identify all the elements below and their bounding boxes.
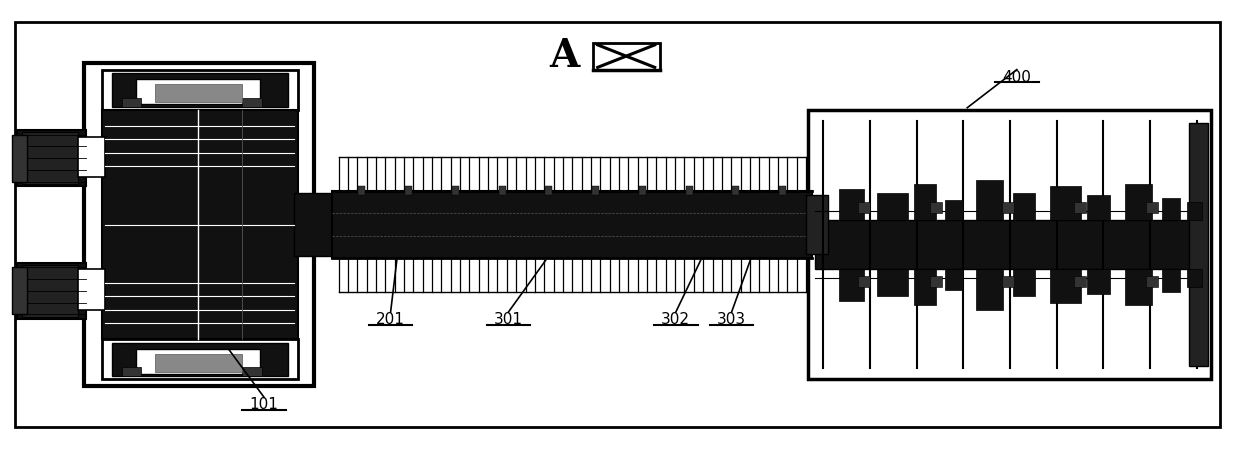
Bar bbox=[1146, 202, 1158, 213]
Bar bbox=[1074, 202, 1086, 213]
Text: 101: 101 bbox=[249, 397, 279, 412]
Bar bbox=[102, 110, 298, 339]
Bar bbox=[22, 265, 78, 317]
Text: 303: 303 bbox=[717, 312, 746, 327]
Bar bbox=[122, 98, 141, 107]
Text: 400: 400 bbox=[1002, 70, 1032, 84]
Bar bbox=[733, 186, 739, 195]
Text: 301: 301 bbox=[494, 312, 523, 327]
Bar bbox=[498, 186, 506, 195]
Bar bbox=[1187, 269, 1202, 287]
Bar bbox=[332, 191, 812, 258]
Bar bbox=[945, 269, 963, 290]
Bar bbox=[858, 276, 870, 287]
Bar bbox=[12, 135, 27, 182]
Text: 201: 201 bbox=[376, 312, 405, 327]
Bar bbox=[930, 276, 942, 287]
Bar bbox=[914, 269, 936, 305]
Bar bbox=[155, 354, 242, 372]
Bar bbox=[358, 186, 366, 195]
Bar bbox=[112, 343, 288, 376]
Bar bbox=[639, 186, 646, 195]
Bar bbox=[1146, 276, 1158, 287]
Bar bbox=[155, 84, 242, 102]
Bar bbox=[877, 193, 908, 220]
Bar bbox=[593, 43, 660, 70]
Bar bbox=[451, 186, 459, 195]
Bar bbox=[102, 70, 298, 110]
Bar bbox=[914, 184, 936, 220]
Bar bbox=[1050, 269, 1081, 303]
Bar bbox=[1162, 269, 1180, 292]
Bar bbox=[17, 130, 86, 186]
Text: A: A bbox=[549, 37, 579, 75]
Bar bbox=[1074, 276, 1086, 287]
Bar bbox=[84, 63, 314, 386]
Bar bbox=[242, 98, 262, 107]
Bar bbox=[839, 189, 864, 220]
Bar bbox=[294, 193, 337, 256]
Bar bbox=[78, 269, 105, 310]
Bar bbox=[1002, 202, 1014, 213]
Bar bbox=[1002, 276, 1014, 287]
Bar bbox=[930, 202, 942, 213]
Bar bbox=[1087, 269, 1110, 294]
Bar bbox=[839, 269, 864, 301]
Bar bbox=[808, 110, 1211, 379]
Bar bbox=[12, 267, 27, 314]
Bar bbox=[858, 202, 870, 213]
Bar bbox=[877, 269, 908, 296]
Bar bbox=[102, 339, 298, 379]
Bar bbox=[78, 137, 105, 177]
Bar bbox=[1162, 198, 1180, 220]
Bar bbox=[136, 79, 260, 104]
Bar bbox=[1013, 193, 1035, 220]
Bar bbox=[242, 367, 262, 376]
Bar bbox=[806, 195, 828, 254]
Bar bbox=[686, 186, 693, 195]
Bar bbox=[1013, 269, 1035, 296]
Bar bbox=[17, 263, 86, 319]
Bar bbox=[976, 180, 1003, 220]
Bar bbox=[976, 269, 1003, 310]
Bar bbox=[593, 186, 599, 195]
Bar bbox=[1050, 186, 1081, 220]
Bar bbox=[22, 132, 78, 184]
Bar bbox=[1187, 202, 1202, 220]
Bar bbox=[779, 186, 786, 195]
Bar bbox=[815, 220, 1205, 269]
Bar bbox=[112, 73, 288, 107]
Bar bbox=[1125, 184, 1152, 220]
Bar bbox=[546, 186, 552, 195]
Bar bbox=[1125, 269, 1152, 305]
Bar bbox=[1189, 123, 1208, 366]
Bar bbox=[136, 349, 260, 374]
Bar bbox=[122, 367, 141, 376]
Text: 302: 302 bbox=[661, 312, 691, 327]
Bar bbox=[405, 186, 412, 195]
Bar bbox=[1087, 195, 1110, 220]
Bar bbox=[945, 200, 963, 220]
